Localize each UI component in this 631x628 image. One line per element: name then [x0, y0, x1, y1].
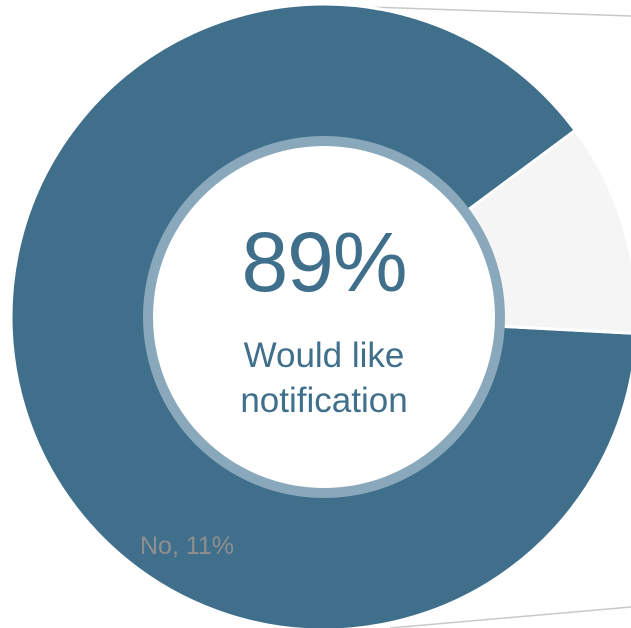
- center-label: Would like notification: [0, 333, 631, 423]
- center-label-line-2: notification: [240, 381, 408, 420]
- connector-line-top: [339, 5, 631, 17]
- center-value: 89%: [241, 215, 407, 309]
- connector-line-bottom: [389, 606, 631, 628]
- slice-label-no: No, 11%: [140, 532, 235, 560]
- inner-hole: [153, 146, 495, 488]
- center-label-line-1: Would like: [243, 336, 405, 375]
